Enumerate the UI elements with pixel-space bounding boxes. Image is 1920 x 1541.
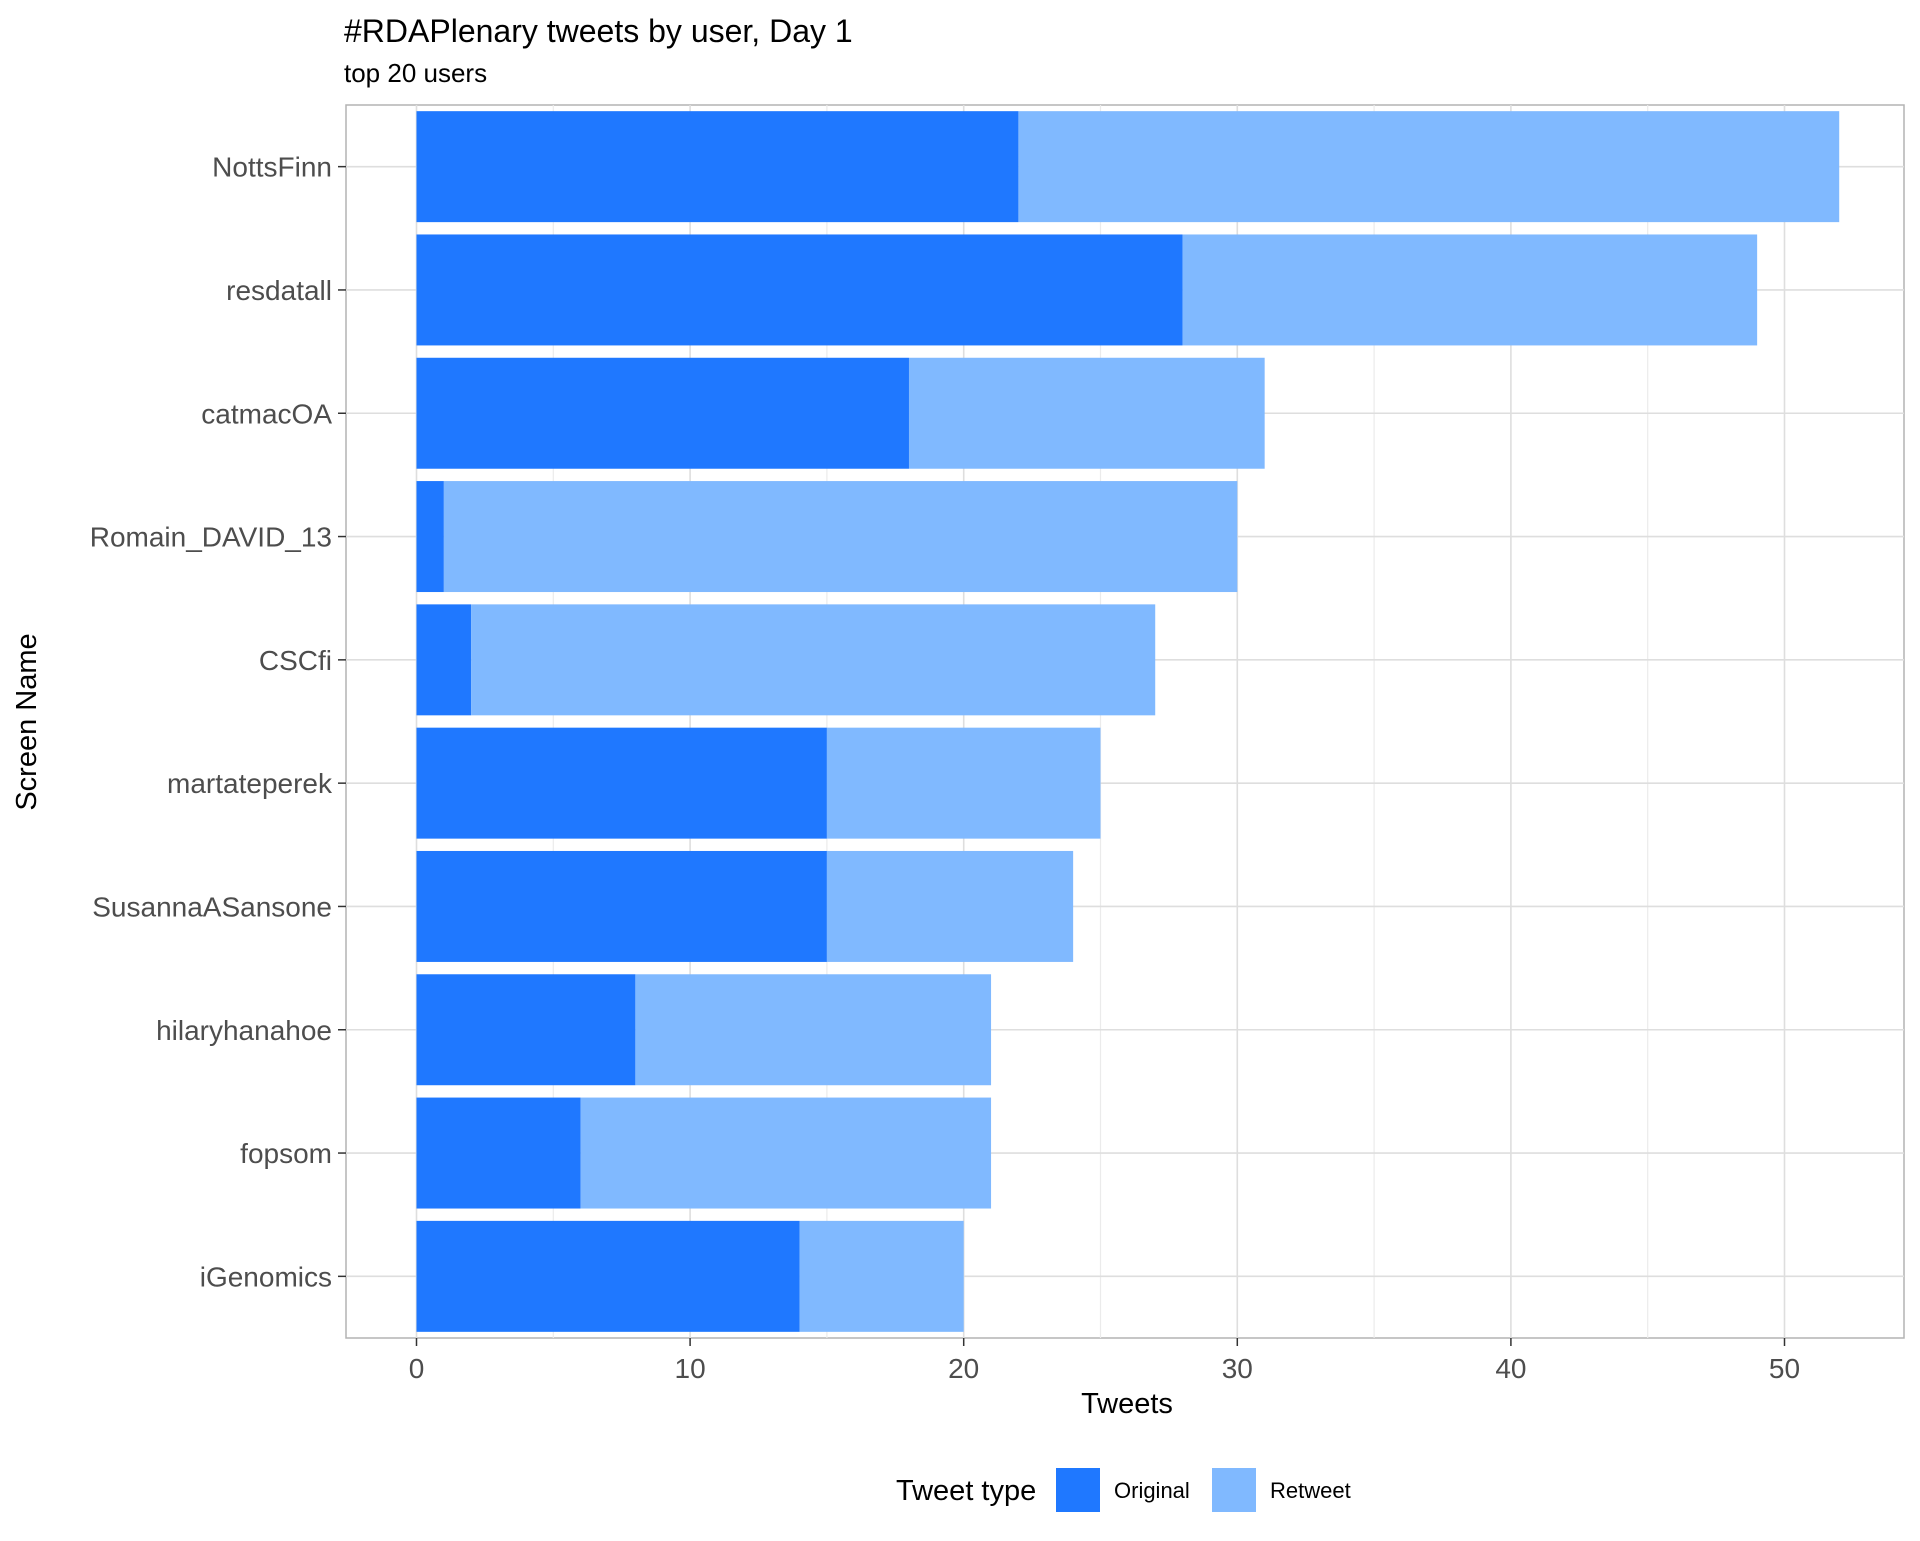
bar-original-romain-david-13 xyxy=(416,481,444,593)
bar-retweet-susannaasansone xyxy=(826,850,1074,962)
x-tick-label: 30 xyxy=(1222,1353,1253,1384)
legend-label-retweet: Retweet xyxy=(1270,1478,1351,1503)
legend-title: Tweet type xyxy=(896,1475,1036,1507)
bar-retweet-cscfi xyxy=(471,604,1156,716)
y-tick-label: hilaryhanahoe xyxy=(156,1015,332,1046)
bar-retweet-martateperek xyxy=(826,727,1101,839)
y-axis: NottsFinn resdatall catmacOA Romain_DAVID_1… xyxy=(90,152,346,1292)
legend: Tweet type Original Retweet xyxy=(896,1468,1351,1512)
bar-original-susannaasansone xyxy=(416,850,827,962)
bar-retweet-catmacoa xyxy=(908,357,1265,469)
x-tick-label: 10 xyxy=(675,1353,706,1384)
x-tick-label: 40 xyxy=(1495,1353,1526,1384)
x-tick-label: 20 xyxy=(948,1353,979,1384)
y-tick-label: iGenomics xyxy=(200,1261,332,1292)
y-tick-label: fopsom xyxy=(240,1138,332,1169)
y-tick-label: martateperek xyxy=(167,768,333,799)
bar-retweet-romain-david-13 xyxy=(443,481,1238,593)
bar-original-catmacoa xyxy=(416,357,909,469)
legend-swatch-original xyxy=(1056,1468,1100,1512)
y-tick-label: SusannaASansone xyxy=(92,891,332,922)
x-axis-title: Tweets xyxy=(1081,1388,1173,1420)
bar-retweet-nottsfinn xyxy=(1018,111,1840,223)
legend-swatch-retweet xyxy=(1212,1468,1256,1512)
y-axis-title: Screen Name xyxy=(11,633,43,810)
bar-retweet-hilaryhanahoe xyxy=(635,974,992,1086)
bar-original-martateperek xyxy=(416,727,827,839)
bar-retweet-resdatall xyxy=(1182,234,1758,346)
y-tick-label: CSCfi xyxy=(259,645,332,676)
x-axis: 0 10 20 30 40 50 xyxy=(409,1338,1800,1384)
y-tick-label: resdatall xyxy=(226,275,332,306)
chart-subtitle: top 20 users xyxy=(344,58,487,88)
bar-original-igenomics xyxy=(416,1220,800,1332)
bar-retweet-igenomics xyxy=(799,1220,964,1332)
bars xyxy=(416,111,1840,1332)
bar-original-cscfi xyxy=(416,604,472,716)
x-tick-label: 50 xyxy=(1769,1353,1800,1384)
chart-title: #RDAPlenary tweets by user, Day 1 xyxy=(344,13,853,49)
bar-retweet-fopsom xyxy=(580,1097,992,1209)
bar-original-fopsom xyxy=(416,1097,581,1209)
y-tick-label: NottsFinn xyxy=(212,152,332,183)
x-tick-label: 0 xyxy=(409,1353,425,1384)
bar-original-hilaryhanahoe xyxy=(416,974,636,1086)
bar-original-resdatall xyxy=(416,234,1183,346)
y-tick-label: Romain_DAVID_13 xyxy=(90,522,332,553)
legend-label-original: Original xyxy=(1114,1478,1190,1503)
bar-original-nottsfinn xyxy=(416,111,1019,223)
y-tick-label: catmacOA xyxy=(201,398,332,429)
